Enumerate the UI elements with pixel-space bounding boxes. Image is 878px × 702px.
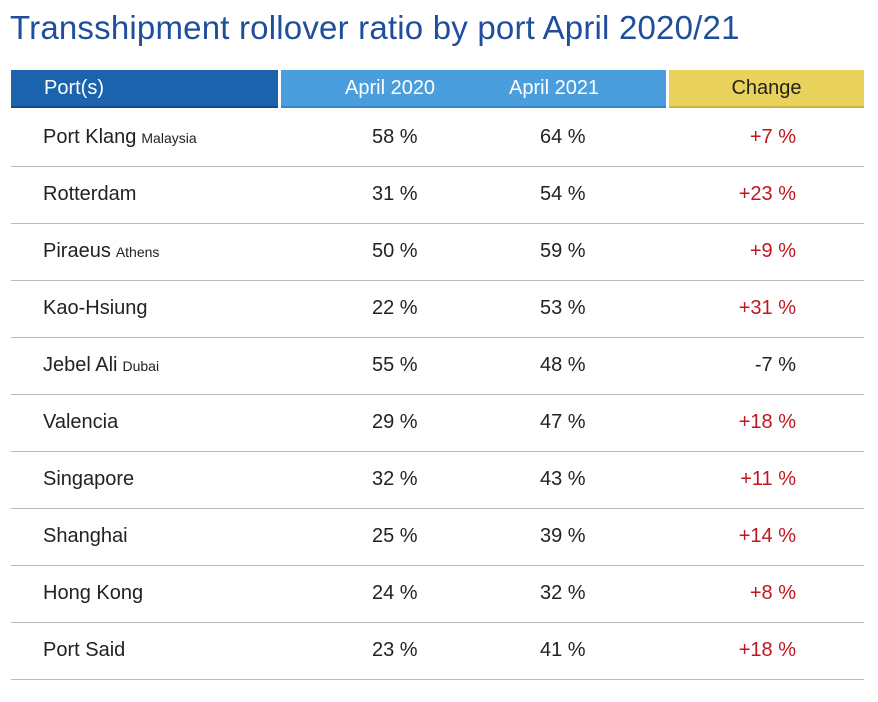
port-cell: Rotterdam: [43, 183, 136, 206]
april-2020-cell: 32 %: [372, 468, 418, 490]
april-2021-cell: 32 %: [540, 582, 586, 604]
change-cell: -7 %: [754, 354, 796, 376]
port-cell: Port Klang Malaysia: [43, 126, 197, 149]
april-2020-cell: 22 %: [372, 297, 418, 319]
april-2020-cell: 29 %: [372, 411, 418, 433]
table-row: Piraeus Athens 50 % 59 % +9 %: [11, 224, 864, 281]
port-location: Athens: [115, 244, 160, 260]
port-cell: Valencia: [43, 411, 118, 434]
table-row: Hong Kong 24 % 32 % +8 %: [11, 566, 864, 623]
column-header-april-2020: April 2020: [345, 76, 436, 99]
april-2020-cell: 25 %: [372, 525, 418, 547]
april-2020-cell: 23 %: [372, 639, 418, 661]
table-row: Shanghai 25 % 39 % +14 %: [11, 509, 864, 566]
change-cell: +9 %: [749, 240, 796, 262]
change-cell: +7 %: [749, 126, 796, 148]
port-name: Hong Kong: [43, 582, 144, 604]
april-2021-cell: 64 %: [540, 126, 586, 148]
column-header-april-2021: April 2021: [509, 76, 600, 99]
april-2020-cell: 55 %: [372, 354, 418, 376]
change-cell: +23 %: [738, 183, 796, 205]
change-cell: +11 %: [740, 468, 796, 490]
port-name: Piraeus: [43, 240, 111, 262]
april-2021-cell: 39 %: [540, 525, 586, 547]
port-location: Malaysia: [141, 130, 197, 146]
column-header-port-label: Port(s): [44, 76, 104, 99]
april-2021-cell: 47 %: [540, 411, 586, 433]
table-row: Port Klang Malaysia 58 % 64 % +7 %: [11, 110, 864, 167]
table-body: Port Klang Malaysia 58 % 64 % +7 % Rotterdam 3…: [11, 110, 864, 680]
table-row: Valencia 29 % 47 % +18 %: [11, 395, 864, 452]
april-2020-cell: 31 %: [372, 183, 418, 205]
port-cell: Shanghai: [43, 525, 128, 548]
april-2021-cell: 41 %: [540, 639, 586, 661]
table-row: Kao-Hsiung 22 % 53 % +31 %: [11, 281, 864, 338]
port-name: Rotterdam: [43, 183, 137, 205]
port-name: Shanghai: [43, 525, 128, 547]
april-2021-cell: 53 %: [540, 297, 586, 319]
table-row: Singapore 32 % 43 % +11 %: [11, 452, 864, 509]
april-2020-cell: 58 %: [372, 126, 418, 148]
april-2021-cell: 48 %: [540, 354, 586, 376]
column-header-change-label: Change: [731, 76, 802, 99]
column-header-change: Change: [669, 70, 864, 108]
change-cell: +14 %: [738, 525, 796, 547]
port-cell: Singapore: [43, 468, 134, 491]
port-name: Port Said: [43, 639, 126, 661]
port-name: Jebel Ali: [43, 354, 118, 376]
port-name: Valencia: [43, 411, 119, 433]
april-2020-cell: 24 %: [372, 582, 418, 604]
page-title: Transshipment rollover ratio by port Apr…: [10, 9, 740, 46]
change-cell: +8 %: [749, 582, 796, 604]
april-2021-cell: 54 %: [540, 183, 586, 205]
port-cell: Piraeus Athens: [43, 240, 159, 263]
change-cell: +18 %: [738, 639, 796, 661]
port-cell: Kao-Hsiung: [43, 297, 148, 320]
port-cell: Port Said: [43, 639, 125, 662]
april-2021-cell: 59 %: [540, 240, 586, 262]
port-location: Dubai: [122, 358, 160, 374]
april-2021-cell: 43 %: [540, 468, 586, 490]
port-name: Singapore: [43, 468, 135, 490]
port-name: Port Klang: [43, 126, 137, 148]
table-row: Rotterdam 31 % 54 % +23 %: [11, 167, 864, 224]
change-cell: +31 %: [738, 297, 796, 319]
column-header-port: Port(s): [11, 70, 278, 108]
table-row: Port Said 23 % 41 % +18 %: [11, 623, 864, 680]
port-cell: Hong Kong: [43, 582, 143, 605]
april-2020-cell: 50 %: [372, 240, 418, 262]
port-cell: Jebel Ali Dubai: [43, 354, 159, 377]
table-row: Jebel Ali Dubai 55 % 48 % -7 %: [11, 338, 864, 395]
column-header-years: April 2020 April 2021: [281, 70, 666, 108]
port-name: Kao-Hsiung: [43, 297, 148, 319]
change-cell: +18 %: [738, 411, 796, 433]
